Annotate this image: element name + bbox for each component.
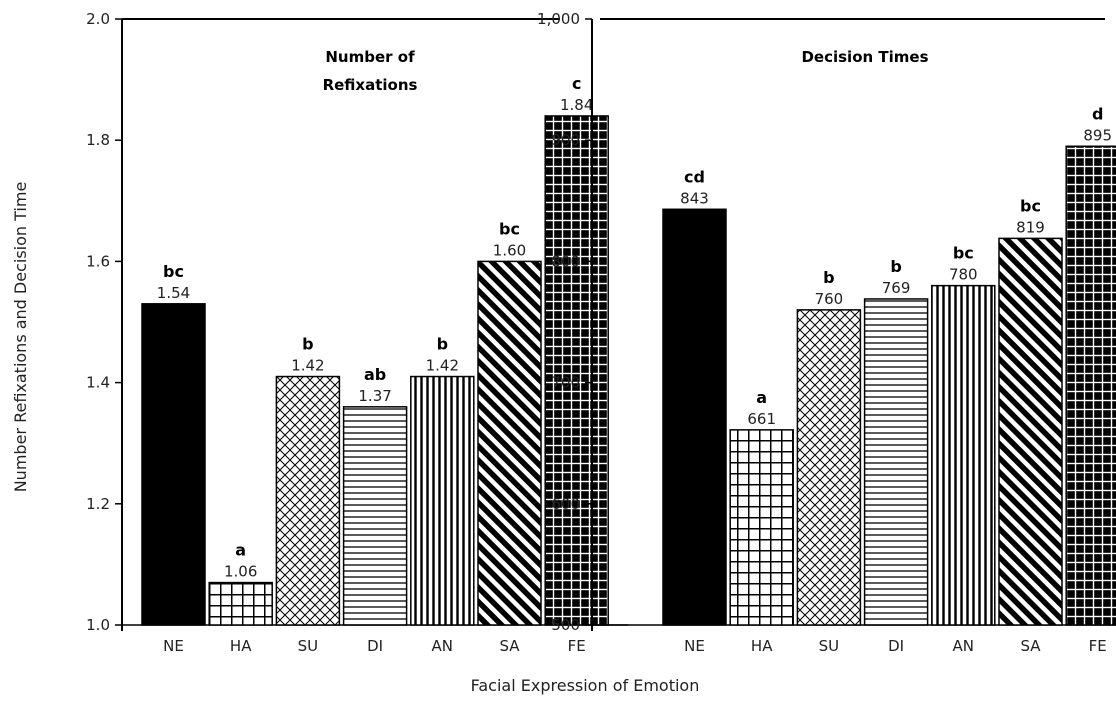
bar-di xyxy=(342,406,408,626)
value-label: 780 xyxy=(949,266,978,284)
bar-ha xyxy=(208,581,273,626)
x-axis-title: Facial Expression of Emotion xyxy=(471,676,700,695)
category-label: FE xyxy=(1089,637,1107,655)
significance-label: ab xyxy=(364,365,386,384)
category-label: NE xyxy=(163,637,184,655)
bar-di xyxy=(863,298,929,626)
panel-title: Refixations xyxy=(323,76,418,94)
category-label: FE xyxy=(568,637,586,655)
value-label: 1.54 xyxy=(157,284,190,302)
bar-ha xyxy=(729,429,794,626)
bar-su xyxy=(275,375,341,626)
significance-label: bc xyxy=(499,219,520,238)
significance-label: b xyxy=(437,335,448,354)
y-tick-label: 800 xyxy=(551,252,580,270)
bar-fe xyxy=(1065,145,1116,626)
category-label: SU xyxy=(298,637,319,655)
value-label: 769 xyxy=(882,279,911,297)
category-label: HA xyxy=(230,637,252,655)
value-label: 843 xyxy=(680,189,709,207)
significance-label: b xyxy=(890,257,901,276)
bar-ne xyxy=(662,208,727,626)
y-tick-label: 1,000 xyxy=(537,10,580,28)
y-tick-label: 1.2 xyxy=(86,495,110,513)
bar-su xyxy=(796,309,862,626)
bar-fe xyxy=(544,115,609,626)
category-label: SU xyxy=(819,637,840,655)
value-label: 1.60 xyxy=(493,241,526,259)
y-tick-label: 1.8 xyxy=(86,131,110,149)
value-label: 1.42 xyxy=(426,357,459,375)
value-label: 661 xyxy=(747,410,776,428)
category-label: NE xyxy=(684,637,705,655)
significance-label: c xyxy=(572,74,581,93)
significance-label: b xyxy=(302,335,313,354)
panel-title: Decision Times xyxy=(801,48,928,66)
bar-an xyxy=(931,284,996,626)
category-label: HA xyxy=(751,637,773,655)
y-tick-label: 1.6 xyxy=(86,252,110,270)
significance-label: a xyxy=(235,541,246,560)
value-label: 895 xyxy=(1083,126,1112,144)
bar-sa xyxy=(477,260,542,626)
value-label: 1.06 xyxy=(224,563,257,581)
value-label: 819 xyxy=(1016,218,1045,236)
y-tick-label: 900 xyxy=(551,131,580,149)
significance-label: a xyxy=(756,388,767,407)
bar-sa xyxy=(998,237,1063,626)
value-label: 1.37 xyxy=(358,387,391,405)
panel-title: Number of xyxy=(325,48,415,66)
value-label: 1.42 xyxy=(291,357,324,375)
y-tick-label: 700 xyxy=(551,374,580,392)
category-label: AN xyxy=(953,637,974,655)
significance-label: bc xyxy=(1020,196,1041,215)
value-label: 760 xyxy=(815,290,844,308)
category-label: DI xyxy=(888,637,904,655)
category-label: SA xyxy=(1020,637,1041,655)
value-label: 1.84 xyxy=(560,96,593,114)
y-tick-label: 1.0 xyxy=(86,616,110,634)
significance-label: bc xyxy=(953,244,974,263)
y-tick-label: 1.4 xyxy=(86,374,110,392)
y-tick-label: 500 xyxy=(551,616,580,634)
category-label: AN xyxy=(432,637,453,655)
refixations-panel: 1.0 1.2 1.4 1.6 1.8 2.0 Number of Refixations 1.… xyxy=(86,10,629,655)
y-tick-label: 600 xyxy=(551,495,580,513)
category-label: DI xyxy=(367,637,383,655)
significance-label: cd xyxy=(684,167,705,186)
y-axis-title: Number Refixations and Decision Time xyxy=(11,182,30,493)
significance-label: bc xyxy=(163,262,184,281)
category-label: SA xyxy=(499,637,520,655)
y-tick-label: 2.0 xyxy=(86,10,110,28)
bar-an xyxy=(410,375,475,626)
bar-ne xyxy=(141,303,206,626)
significance-label: d xyxy=(1092,104,1103,123)
significance-label: b xyxy=(823,268,834,287)
